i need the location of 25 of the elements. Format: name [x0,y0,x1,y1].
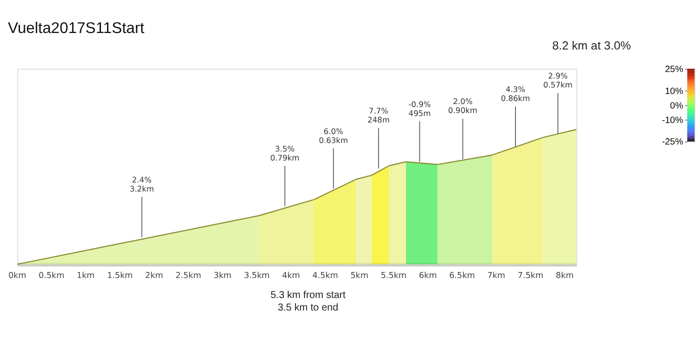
chart-subtitle: 8.2 km at 3.0% [552,38,632,53]
x-tick-label: 3km [214,270,232,280]
text: 5.3 km from start 3.5 km to end [270,290,346,314]
x-tick-label: 8km [556,270,574,280]
x-tick-label: 4km [282,270,300,280]
x-tick-label: 0.5km [38,270,64,280]
x-tick-label: 1.5km [107,270,133,280]
color-bar-label: -10% [662,114,684,125]
x-tick-label: 5.5km [380,270,407,280]
x-tick-label: 4.5km [312,270,338,280]
color-bar-label: 25% [665,64,684,74]
chart-title: Vuelta2017S11Start [8,20,146,37]
color-bar-label: -25% [662,136,684,147]
x-tick-label: 7.5km [518,270,544,280]
x-tick-label: 2.5km [176,270,202,280]
x-tick-label: 3.5km [244,270,270,280]
x-tick-label: 6.5km [449,270,475,280]
x-tick-label: 5km [350,270,368,280]
x-tick-label: 2km [145,270,164,280]
color-bar-label: 0% [670,100,684,110]
x-tick-label: 7km [487,270,506,280]
x-tick-label: 1km [76,270,95,280]
x-tick-label: 6km [418,270,437,280]
x-tick-label: 0km [8,270,26,280]
color-bar-label: 10% [665,86,684,96]
